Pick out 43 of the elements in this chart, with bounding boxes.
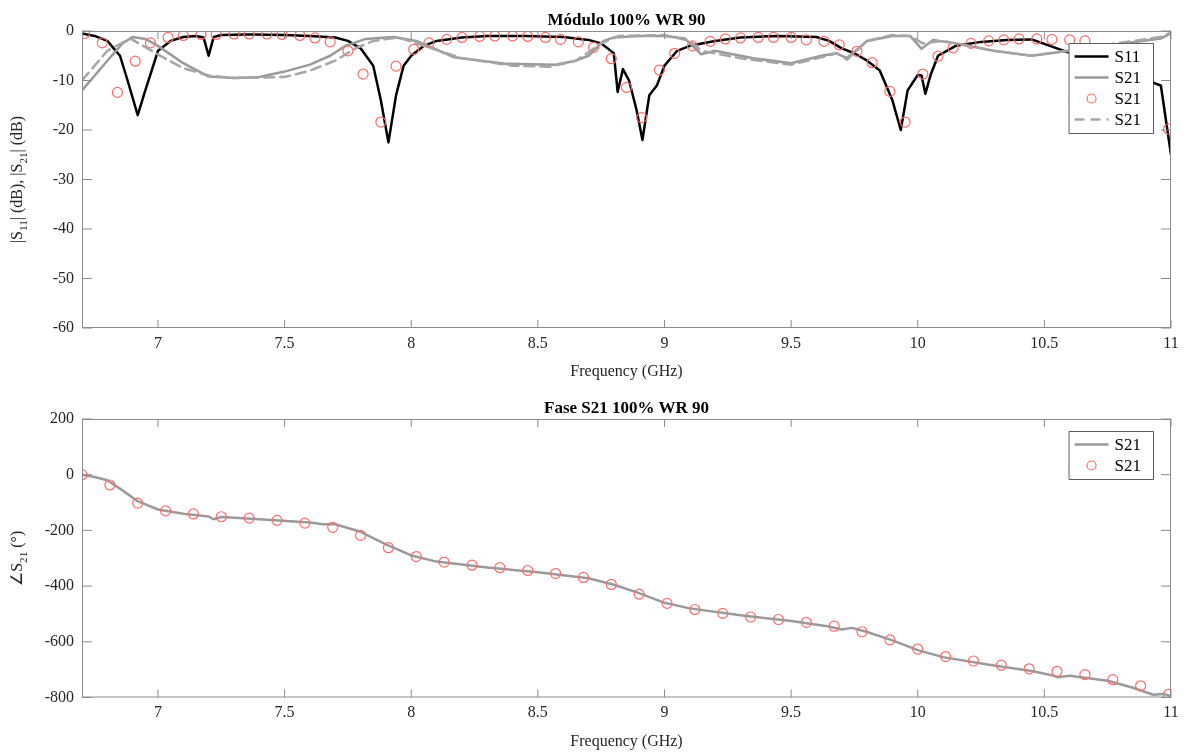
legend-label: S21 <box>1114 455 1142 475</box>
chart-title: Módulo 100% WR 90 <box>547 10 706 29</box>
legend-label: S21 <box>1114 434 1142 454</box>
x-tick-label: 9.5 <box>781 703 802 721</box>
x-tick-label: 9 <box>660 703 669 721</box>
y-tick-label: -800 <box>44 687 74 705</box>
x-tick-label: 9.5 <box>781 333 802 351</box>
chart-title: Fase S21 100% WR 90 <box>544 398 709 417</box>
legend-label: S21 <box>1114 88 1142 108</box>
x-tick-label: 7 <box>153 333 162 351</box>
x-tick-label: 11 <box>1163 333 1179 351</box>
x-tick-label: 8.5 <box>527 703 548 721</box>
y-tick-label: -30 <box>52 169 74 187</box>
x-tick-label: 8 <box>407 703 416 721</box>
y-tick-label: 0 <box>66 21 74 39</box>
x-axis-title: Frequency (GHz) <box>570 361 683 380</box>
x-tick-label: 10 <box>909 703 926 721</box>
x-tick-label: 10 <box>909 333 926 351</box>
y-axis-title: |S11| (dB), |S21| (dB) <box>8 115 29 244</box>
y-tick-label: -400 <box>44 576 74 594</box>
legend-label: S21 <box>1114 67 1142 87</box>
legend-label: S11 <box>1114 46 1141 66</box>
x-tick-label: 7 <box>153 703 162 721</box>
y-tick-label: -600 <box>44 632 74 649</box>
x-tick-label: 7.5 <box>274 703 295 721</box>
y-tick-label: -200 <box>44 520 74 538</box>
y-tick-label: -20 <box>52 120 74 138</box>
x-tick-label: 8 <box>407 333 416 351</box>
y-tick-label: -50 <box>52 268 74 286</box>
y-axis-title: ∠S21 (°) <box>8 530 29 586</box>
x-tick-label: 7.5 <box>274 333 295 351</box>
y-tick-label: -60 <box>52 318 74 336</box>
x-tick-label: 11 <box>1163 703 1179 721</box>
y-tick-label: 0 <box>66 464 74 482</box>
y-tick-label: 200 <box>50 409 74 427</box>
y-tick-label: -40 <box>52 219 74 237</box>
x-tick-label: 8.5 <box>527 333 548 351</box>
legend-label: S21 <box>1114 109 1142 129</box>
y-tick-label: -10 <box>52 70 74 88</box>
x-tick-label: 9 <box>660 333 669 351</box>
x-axis-title: Frequency (GHz) <box>570 731 683 750</box>
x-tick-label: 10.5 <box>1030 333 1059 351</box>
x-tick-label: 10.5 <box>1030 703 1059 721</box>
